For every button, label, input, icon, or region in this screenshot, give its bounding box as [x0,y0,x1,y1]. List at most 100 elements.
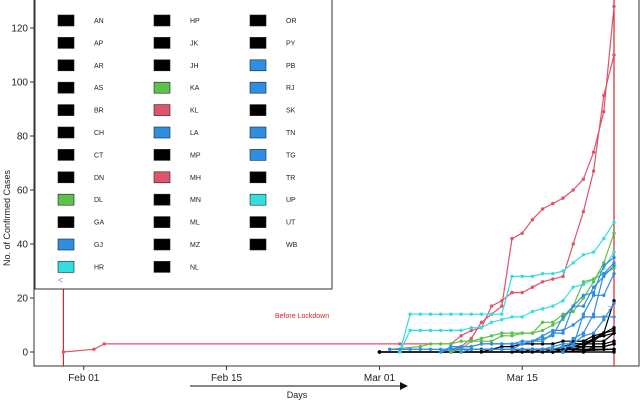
series-point [510,274,514,279]
series-point [551,342,555,346]
series-point [439,312,443,316]
legend-swatch [153,193,171,206]
series-point [500,317,504,322]
legend-item-tg: TG [249,149,296,161]
legend-swatch [249,126,267,139]
series-point [500,342,504,346]
legend-item-sk: SK [249,104,296,116]
y-tick-label: 0 [22,348,28,359]
series-line [399,222,615,353]
legend-item-la: LA [153,126,199,139]
legend-label: MP [190,152,201,159]
series-point [602,342,606,346]
series-point [510,290,514,295]
legend-swatch [57,216,75,228]
series-point [571,304,575,308]
series-point [408,312,412,316]
legend-item-mp: MP [153,149,201,161]
series-point [540,339,545,343]
x-tick-label: Mar 01 [364,373,396,384]
annotation-arrows: < > [58,275,613,313]
series-point [612,315,616,319]
series-point [540,207,545,211]
x-axis-title: Days [287,390,308,400]
series-dl [388,266,616,351]
series-point [602,110,606,114]
series-point [489,334,494,338]
series-point [561,344,565,349]
legend-label: HP [190,18,200,25]
series-point [489,320,494,324]
series-point [612,347,616,351]
series-point [612,326,616,330]
series-point [591,250,596,254]
series-point [551,344,555,349]
series-point [489,339,494,343]
series-point [602,272,606,276]
legend-item-kl: KL [153,104,199,116]
series-point [602,236,606,241]
series-point [500,334,504,338]
legend-label: RJ [286,85,295,92]
x-tick-label: Feb 15 [211,373,243,384]
series-point [540,336,545,341]
series-point [459,350,463,354]
series-point [561,315,565,319]
series-point [581,312,586,316]
series-point [581,344,586,349]
series-point [612,53,616,57]
series-point [571,309,575,314]
legend-label: BR [94,108,104,115]
legend-item-py: PY [249,37,296,49]
series-point [612,272,616,276]
series-point [581,334,586,338]
series-point [561,339,565,343]
legend-swatch [57,81,75,94]
series-point [469,312,473,316]
series-point [561,299,565,303]
series-point [591,342,596,346]
series-point [612,350,616,354]
legend-item-ml: ML [153,216,200,228]
series-point [479,339,484,343]
legend-item-hr: HR [57,261,104,273]
series-point [551,277,555,281]
series-point [459,334,463,338]
series-point [388,347,392,351]
series-point [612,266,616,270]
series-point [92,347,96,351]
series-point [581,280,586,284]
series-point [591,285,596,289]
series-point [581,296,586,300]
legend-item-pb: PB [249,59,296,72]
legend-swatch [57,126,75,139]
legend-item-ka: KA [153,81,200,94]
legend-box [34,0,333,290]
legend-swatch [153,59,171,72]
legend-label: UP [286,197,296,204]
series-point [602,339,606,343]
series-point [439,350,443,354]
legend-item-hp: HP [153,14,200,27]
legend-label: MH [190,175,201,182]
series-point [581,339,586,343]
series-point [418,344,422,349]
legend-label: PY [286,40,296,47]
series-point [561,269,565,273]
legend-item-tr: TR [249,171,295,184]
series-point [479,312,484,316]
series-point [428,328,433,333]
series-point [561,342,565,346]
series-point [540,272,545,276]
series-point [571,344,575,349]
legend-swatch [153,171,171,184]
x-tick-label: Mar 15 [507,373,539,384]
series-point [551,328,555,333]
legend-label: KL [190,108,199,115]
series-point [591,339,596,343]
y-tick-label: 40 [17,240,29,251]
series-point [520,290,524,295]
legend-swatch [153,126,171,139]
series-point [602,331,606,335]
series-point [540,320,545,324]
